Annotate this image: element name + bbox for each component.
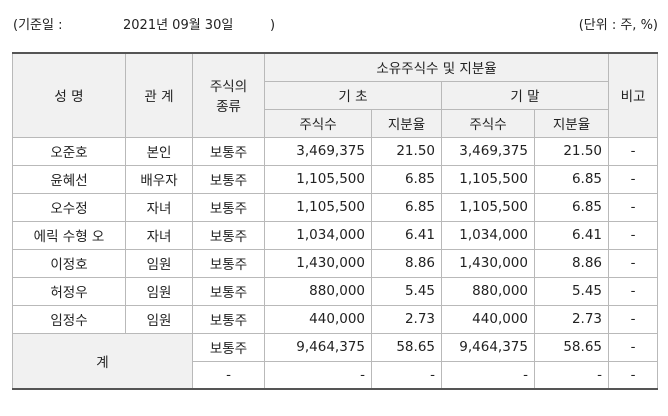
cell-begin-ratio: 5.45 [371,276,442,306]
cell-begin-ratio: 6.41 [371,220,442,250]
cell-type: - [192,360,265,390]
cell-type: 보통주 [192,276,265,306]
cell-name: 허정우 [12,276,126,306]
cell-name: 오준호 [12,136,126,166]
cell-end-shares: 1,430,000 [441,248,535,278]
header-end-shares: 주식수 [441,108,535,138]
header-stock-type: 주식의 종류 [192,52,265,138]
cell-end-ratio: 2.73 [534,304,609,334]
cell-begin-shares: - [264,360,372,390]
cell-end-shares: 880,000 [441,276,535,306]
cell-end-ratio: - [534,360,609,390]
header-stock-type-line1: 주식의 [209,79,248,96]
cell-begin-ratio: 6.85 [371,192,442,222]
cell-end-ratio: 5.45 [534,276,609,306]
cell-end-ratio: 8.86 [534,248,609,278]
cell-end-ratio: 6.85 [534,164,609,194]
header-note: 비고 [608,52,658,138]
header-begin-shares: 주식수 [264,108,372,138]
cell-end-shares: 440,000 [441,304,535,334]
cell-type: 보통주 [192,192,265,222]
cell-note: - [608,276,658,306]
cell-begin-shares: 1,034,000 [264,220,372,250]
cell-note: - [608,136,658,166]
cell-relation: 자녀 [125,220,193,250]
base-date-close: ) [270,18,276,33]
cell-name: 오수정 [12,192,126,222]
cell-relation: 본인 [125,136,193,166]
table-row: 에릭 수형 오 자녀 보통주 1,034,000 6.41 1,034,000 … [12,220,658,250]
cell-begin-shares: 1,105,500 [264,192,372,222]
cell-end-shares: 3,469,375 [441,136,535,166]
cell-relation: 임원 [125,248,193,278]
base-date-label: (기준일 : [13,18,63,33]
table-row: 윤혜선 배우자 보통주 1,105,500 6.85 1,105,500 6.8… [12,164,658,194]
total-label: 계 [12,332,193,390]
cell-note: - [608,248,658,278]
cell-note: - [608,360,658,390]
shareholding-table: 성 명 관 계 주식의 종류 소유주식수 및 지분율 비고 기 초 기 말 주식… [12,52,658,390]
cell-end-shares: 9,464,375 [441,332,535,362]
cell-note: - [608,304,658,334]
header-relation: 관 계 [125,52,193,138]
table-row: 허정우 임원 보통주 880,000 5.45 880,000 5.45 - [12,276,658,306]
total-row-other: - - - - - - [13,360,658,390]
base-date-value: 2021년 09월 30일 [123,18,234,33]
cell-type: 보통주 [192,136,265,166]
table-row: 오수정 자녀 보통주 1,105,500 6.85 1,105,500 6.85… [12,192,658,222]
cell-name: 이정호 [12,248,126,278]
header-ownership: 소유주식수 및 지분율 [264,52,609,82]
cell-begin-ratio: 58.65 [371,332,442,362]
cell-type: 보통주 [192,164,265,194]
cell-end-shares: 1,105,500 [441,192,535,222]
cell-begin-ratio: 6.85 [371,164,442,194]
cell-begin-shares: 1,105,500 [264,164,372,194]
header-begin-ratio: 지분율 [371,108,442,138]
cell-type: 보통주 [192,332,265,362]
cell-end-shares: 1,105,500 [441,164,535,194]
cell-begin-shares: 3,469,375 [264,136,372,166]
cell-end-ratio: 6.85 [534,192,609,222]
cell-begin-shares: 1,430,000 [264,248,372,278]
header-begin: 기 초 [264,80,442,110]
cell-type: 보통주 [192,304,265,334]
cell-name: 윤혜선 [12,164,126,194]
header-end-ratio: 지분율 [534,108,609,138]
cell-begin-shares: 880,000 [264,276,372,306]
cell-end-shares: - [441,360,535,390]
cell-end-ratio: 58.65 [534,332,609,362]
cell-relation: 임원 [125,276,193,306]
table-row: 임정수 임원 보통주 440,000 2.73 440,000 2.73 - [12,304,658,334]
cell-type: 보통주 [192,220,265,250]
cell-note: - [608,332,658,362]
cell-name: 임정수 [12,304,126,334]
cell-begin-ratio: 2.73 [371,304,442,334]
cell-note: - [608,192,658,222]
total-row-common: 계 보통주 9,464,375 58.65 9,464,375 58.65 - [12,332,658,390]
cell-begin-ratio: 21.50 [371,136,442,166]
cell-name: 에릭 수형 오 [12,220,126,250]
cell-begin-ratio: 8.86 [371,248,442,278]
cell-begin-shares: 9,464,375 [264,332,372,362]
cell-begin-ratio: - [371,360,442,390]
cell-type: 보통주 [192,248,265,278]
cell-end-shares: 1,034,000 [441,220,535,250]
cell-end-ratio: 21.50 [534,136,609,166]
cell-relation: 자녀 [125,192,193,222]
unit-label: (단위 : 주, %) [578,18,658,33]
cell-note: - [608,164,658,194]
table-row: 이정호 임원 보통주 1,430,000 8.86 1,430,000 8.86… [12,248,658,278]
cell-end-ratio: 6.41 [534,220,609,250]
header-end: 기 말 [441,80,609,110]
cell-relation: 배우자 [125,164,193,194]
cell-relation: 임원 [125,304,193,334]
header-name: 성 명 [12,52,126,138]
table-row: 오준호 본인 보통주 3,469,375 21.50 3,469,375 21.… [12,136,658,166]
cell-begin-shares: 440,000 [264,304,372,334]
header-stock-type-line2: 종류 [216,99,241,116]
cell-note: - [608,220,658,250]
